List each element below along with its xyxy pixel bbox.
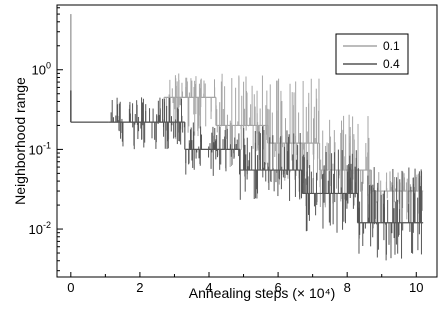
y-axis-title: Neighborhood range (12, 77, 28, 205)
x-tick-label: 0 (67, 280, 74, 295)
legend-box (335, 33, 409, 75)
x-tick-label: 4 (205, 280, 212, 295)
x-tick-label: 10 (409, 280, 423, 295)
y-tick-label: 10-2 (29, 220, 51, 237)
x-axis-title: Annealing steps (× 10⁴) (189, 285, 336, 301)
series-0.1 (70, 14, 424, 223)
y-axis: 100 10-1 10-2 (29, 7, 63, 272)
legend: 0.1 0.4 (335, 33, 409, 75)
legend-label-0.1: 0.1 (383, 39, 400, 53)
series-layer (70, 14, 424, 261)
y-tick-label: 10-1 (29, 140, 51, 157)
x-tick-label: 8 (344, 280, 351, 295)
y-tick-label: 100 (32, 61, 51, 78)
plot-frame (56, 4, 438, 278)
x-tick-label: 6 (274, 280, 281, 295)
legend-label-0.4: 0.4 (383, 57, 400, 71)
x-tick-label: 2 (136, 280, 143, 295)
series-0.4 (70, 90, 424, 261)
x-axis: 0 2 4 6 8 10 (67, 272, 424, 295)
